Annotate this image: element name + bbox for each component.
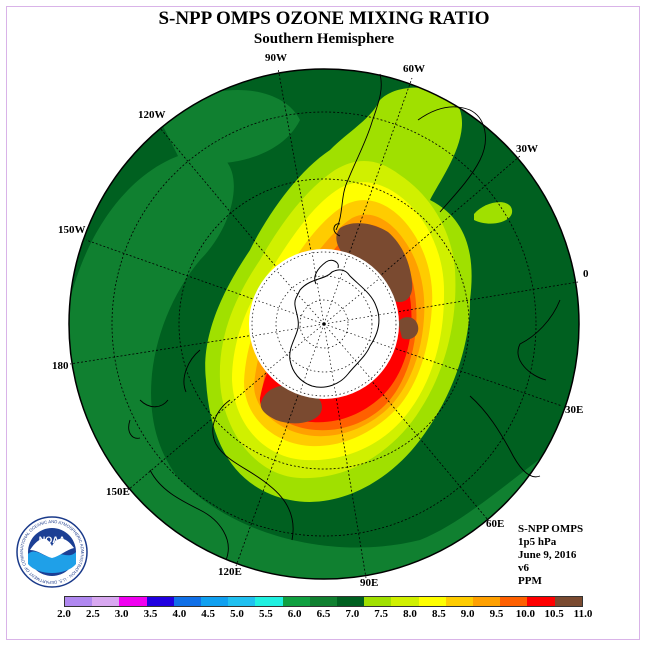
colorbar-tick-label: 10.5 — [544, 608, 564, 620]
lon-label-150e: 150E — [106, 486, 130, 498]
info-date: June 9, 2016 — [518, 549, 577, 561]
colorbar-tick-label: 7.0 — [345, 608, 360, 620]
info-pressure-level: 1p5 hPa — [518, 536, 557, 548]
colorbar-swatch — [418, 597, 446, 606]
cap-graticule — [251, 251, 397, 397]
colorbar-tick-label: 2.5 — [85, 608, 100, 620]
map-subtitle: Southern Hemisphere — [253, 31, 395, 47]
info-units: PPM — [518, 575, 542, 587]
noaa-logo-text: NOAA — [39, 535, 66, 545]
colorbar-tick-label: 9.5 — [489, 608, 504, 620]
colorbar-tick-label: 4.0 — [172, 608, 187, 620]
colorbar-tick-label: 5.5 — [258, 608, 273, 620]
lon-label-30e: 30E — [565, 404, 584, 416]
antarctic-peninsula-coastline — [314, 259, 339, 285]
colorbar-swatch — [445, 597, 474, 606]
noaa-logo: NOAA NATIONAL OCEANIC AND ATMOSPHERIC AD… — [16, 516, 88, 588]
colorbar-tick-label: 11.0 — [573, 608, 593, 620]
lon-label-120e: 120E — [218, 566, 242, 578]
info-block: S-NPP OMPS 1p5 hPa June 9, 2016 v6 PPM — [518, 523, 583, 588]
lon-label-30w: 30W — [516, 143, 538, 155]
colorbar-swatch — [282, 597, 310, 606]
lon-label-180: 180 — [52, 360, 69, 372]
colorbar-tick-label: 3.5 — [143, 608, 158, 620]
colorbar-swatch — [391, 597, 419, 606]
colorbar-tick-label: 4.5 — [201, 608, 216, 620]
colorbar-swatch — [201, 597, 229, 606]
lon-label-60e: 60E — [486, 518, 505, 530]
colorbar-swatch — [255, 597, 283, 606]
info-satellite: S-NPP OMPS — [518, 523, 584, 535]
lon-label-90e: 90E — [360, 577, 379, 589]
figure-frame — [6, 6, 640, 640]
colorbar-tick-label: 2.0 — [57, 608, 71, 620]
colorbar-swatch — [119, 597, 147, 606]
colorbar-swatch — [309, 597, 338, 606]
colorbar-tick-label: 6.0 — [287, 608, 302, 620]
continent-outlines — [128, 73, 561, 561]
lon-label-150w: 150W — [58, 224, 86, 236]
map-title: S-NPP OMPS OZONE MIXING RATIO — [158, 8, 490, 29]
colorbar-tick-label: 8.0 — [403, 608, 417, 620]
colorbar-tick-label: 5.0 — [230, 608, 244, 620]
colorbar-swatch — [554, 597, 582, 606]
lon-label-60w: 60W — [403, 63, 425, 75]
colorbar-swatch — [337, 597, 365, 606]
south-pole-marker — [322, 322, 326, 326]
colorbar-tick-label: 3.0 — [114, 608, 129, 620]
colorbar-swatch — [364, 597, 392, 606]
lon-label-90w: 90W — [265, 52, 287, 64]
colorbar-swatch — [65, 597, 93, 606]
map-boundary — [68, 68, 580, 580]
colorbar-swatch — [173, 597, 202, 606]
colorbar-tick-label: 8.5 — [431, 608, 446, 620]
colorbar — [64, 596, 583, 607]
colorbar-tick-label: 7.5 — [374, 608, 389, 620]
colorbar-tick-label: 9.0 — [460, 608, 475, 620]
colorbar-swatch — [146, 597, 174, 606]
lon-label-120w: 120W — [138, 109, 166, 121]
info-version: v6 — [518, 562, 529, 574]
lon-label-0: 0 — [583, 268, 589, 280]
colorbar-swatch — [473, 597, 501, 606]
colorbar-swatch — [527, 597, 555, 606]
colorbar-swatch — [500, 597, 528, 606]
colorbar-swatch — [92, 597, 120, 606]
colorbar-swatch — [228, 597, 256, 606]
antarctica-coastline — [289, 269, 380, 388]
colorbar-tick-label: 10.0 — [515, 608, 535, 620]
colorbar-tick-label: 6.5 — [316, 608, 331, 620]
